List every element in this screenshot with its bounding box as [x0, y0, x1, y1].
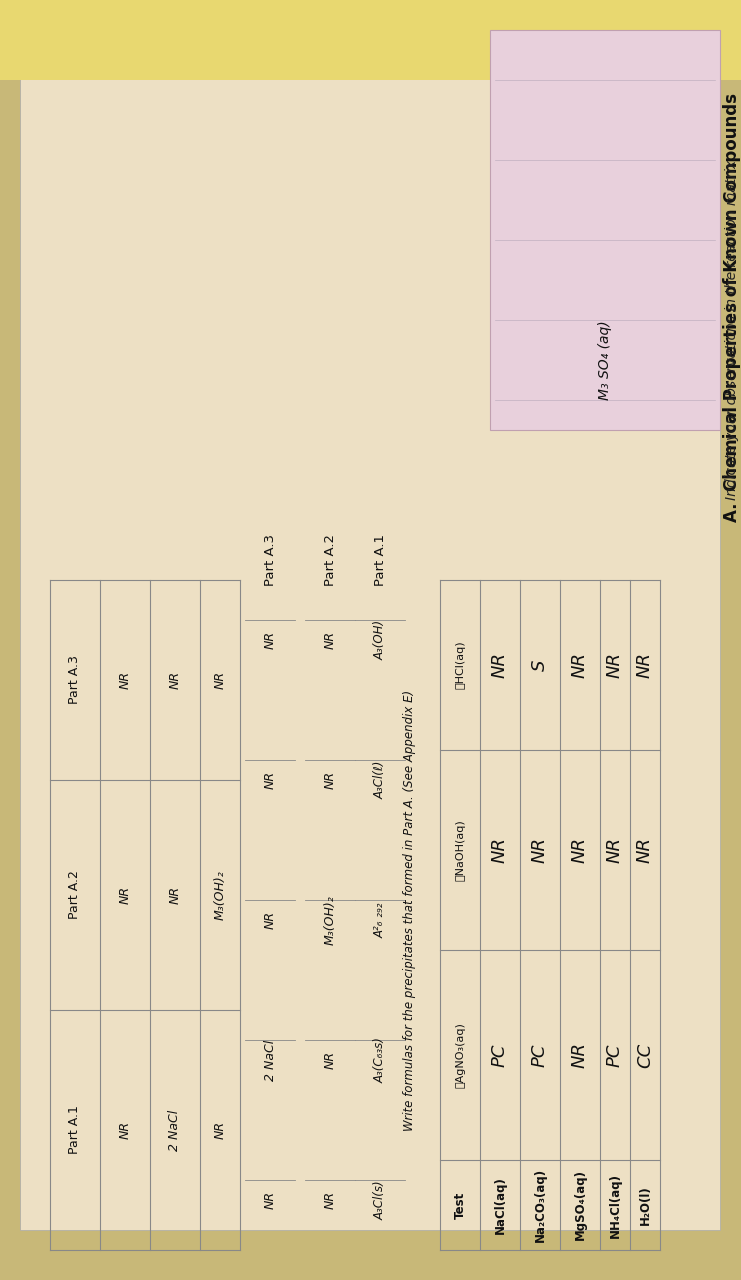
Text: NR: NR — [168, 886, 182, 904]
Text: NR: NR — [491, 652, 509, 678]
Text: Na₂CO₃(aq): Na₂CO₃(aq) — [534, 1167, 547, 1242]
Text: NR: NR — [119, 671, 131, 689]
Text: NR: NR — [119, 1121, 131, 1139]
Text: A₃Cl(s): A₃Cl(s) — [373, 1180, 387, 1220]
Text: MgSO₄(aq): MgSO₄(aq) — [574, 1170, 586, 1240]
Text: NR: NR — [571, 1042, 589, 1068]
Text: NR: NR — [324, 1190, 336, 1210]
Text: NR: NR — [119, 886, 131, 904]
Text: A₃(OH): A₃(OH) — [373, 620, 387, 660]
Text: M₃ SO₄ (aq): M₃ SO₄ (aq) — [598, 320, 612, 399]
Text: S: S — [531, 659, 549, 671]
Text: A.  Chemical Properties of Known Compounds: A. Chemical Properties of Known Compound… — [723, 93, 741, 522]
Text: NR: NR — [264, 771, 276, 788]
Text: Part A.2: Part A.2 — [68, 870, 82, 919]
Text: NR: NR — [264, 911, 276, 929]
Text: Part A.2: Part A.2 — [324, 534, 336, 586]
Text: NR: NR — [491, 837, 509, 863]
Text: NR: NR — [606, 837, 624, 863]
Bar — [490, 29, 720, 430]
Text: Write formulas for the precipitates that formed in Part A. (See Appendix E): Write formulas for the precipitates that… — [404, 690, 416, 1130]
Text: Part A.1: Part A.1 — [68, 1106, 82, 1155]
Text: NR: NR — [636, 837, 654, 863]
Text: NR: NR — [324, 1051, 336, 1069]
Text: NH₄Cl(aq): NH₄Cl(aq) — [608, 1172, 622, 1238]
Text: NR: NR — [264, 631, 276, 649]
Text: NaCl(aq): NaCl(aq) — [494, 1176, 507, 1234]
Text: PC: PC — [491, 1043, 509, 1066]
Text: ⓀNaOH(aq): ⓀNaOH(aq) — [455, 819, 465, 881]
Text: CC: CC — [636, 1042, 654, 1068]
Bar — [0, 0, 741, 79]
Text: Part A.3: Part A.3 — [264, 534, 276, 586]
Text: Indicate your observations in the reaction matrix.: Indicate your observations in the reacti… — [725, 156, 739, 500]
Text: A₃Cl(ℓ): A₃Cl(ℓ) — [373, 760, 387, 799]
Text: Test: Test — [453, 1192, 467, 1219]
Text: NR: NR — [531, 837, 549, 863]
Text: A²₆ ₂₉₂: A²₆ ₂₉₂ — [373, 902, 387, 938]
Text: A₃(C₆₃s): A₃(C₆₃s) — [373, 1037, 387, 1083]
Text: H₂O(l): H₂O(l) — [639, 1185, 651, 1225]
Text: 2 NaCl: 2 NaCl — [264, 1039, 276, 1080]
Text: M₃(OH)₂: M₃(OH)₂ — [324, 895, 336, 945]
Text: PC: PC — [606, 1043, 624, 1066]
Text: NR: NR — [606, 652, 624, 678]
Text: Part A.1: Part A.1 — [373, 534, 387, 586]
Text: NR: NR — [213, 671, 227, 689]
Text: PC: PC — [531, 1043, 549, 1066]
Text: Part A.3: Part A.3 — [68, 655, 82, 704]
Text: NR: NR — [636, 652, 654, 678]
Text: ⓀAgNO₃(aq): ⓀAgNO₃(aq) — [455, 1021, 465, 1088]
Text: NR: NR — [213, 1121, 227, 1139]
Text: M₃(OH)₂: M₃(OH)₂ — [213, 870, 227, 920]
Text: NR: NR — [571, 652, 589, 678]
Text: ⓀHCl(aq): ⓀHCl(aq) — [455, 641, 465, 690]
Text: NR: NR — [324, 631, 336, 649]
Text: NR: NR — [264, 1190, 276, 1210]
Text: NR: NR — [571, 837, 589, 863]
Text: NR: NR — [324, 771, 336, 788]
Text: NR: NR — [168, 671, 182, 689]
Text: 2 NaCl: 2 NaCl — [168, 1110, 182, 1151]
